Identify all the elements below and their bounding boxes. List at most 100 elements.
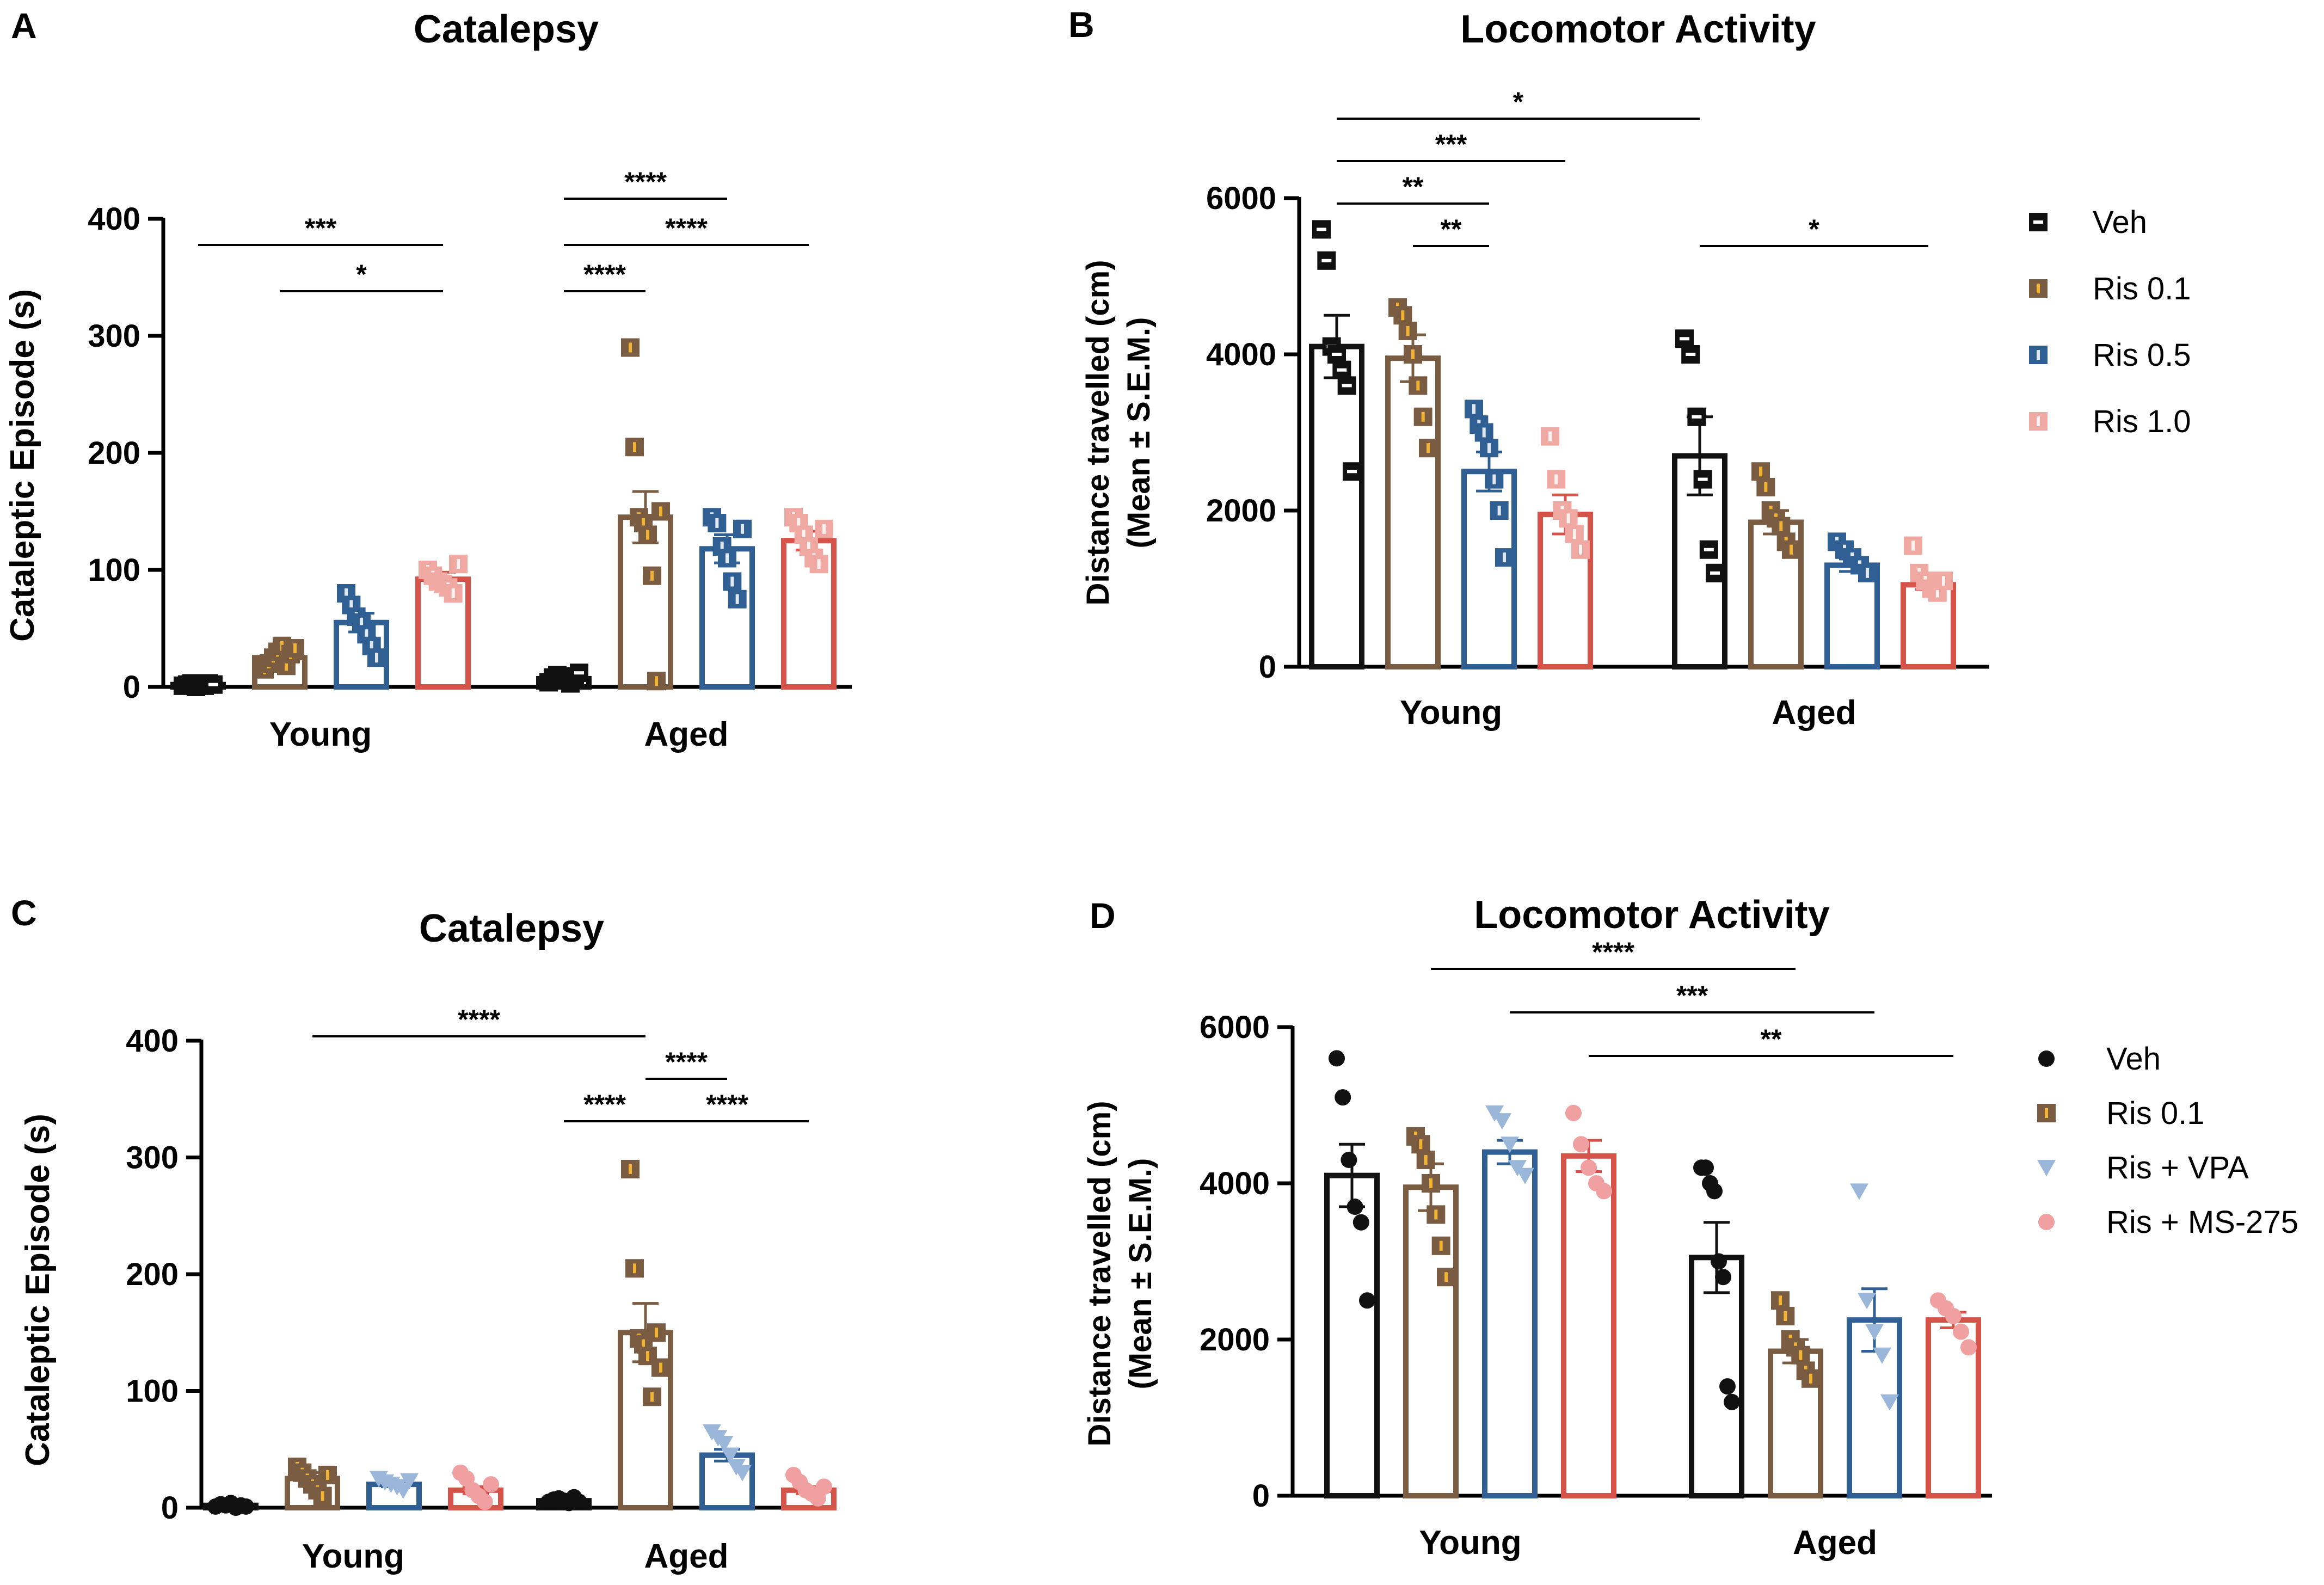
data-point	[1873, 1347, 1891, 1364]
data-point-mark	[1572, 529, 1576, 539]
bar	[1461, 469, 1517, 669]
data-point	[1427, 1205, 1446, 1224]
data-point	[1347, 1199, 1363, 1215]
data-point	[651, 1358, 670, 1377]
data-point	[1699, 540, 1718, 559]
data-point-mark	[650, 570, 654, 581]
x-category-label: Young	[269, 716, 372, 753]
data-point	[1858, 563, 1877, 582]
data-point-mark	[797, 518, 801, 528]
panel-a-title: Catalepsy	[414, 8, 599, 51]
data-point-mark	[1698, 477, 1708, 481]
data-point	[1437, 1268, 1455, 1287]
data-point	[318, 1465, 337, 1484]
data-point-mark	[1401, 310, 1405, 321]
data-point-mark	[1809, 1373, 1812, 1384]
data-point-mark	[1548, 431, 1552, 441]
data-point-mark	[655, 1328, 658, 1338]
bar	[1324, 1172, 1380, 1498]
data-point-mark	[1692, 415, 1702, 419]
data-point	[449, 555, 468, 574]
data-point-mark	[1566, 513, 1570, 524]
data-point	[1398, 321, 1417, 340]
legend-marker	[2037, 1104, 2056, 1122]
data-point	[1711, 1253, 1727, 1270]
data-point	[625, 438, 644, 457]
data-point	[816, 1478, 832, 1495]
data-point-mark	[293, 643, 297, 654]
data-point	[1495, 548, 1514, 567]
y-tick-label: 100	[126, 1374, 179, 1409]
data-point	[1393, 306, 1412, 325]
data-point	[815, 519, 833, 538]
data-point	[1934, 572, 1953, 591]
bar	[1403, 1184, 1459, 1499]
x-category-label: Young	[1419, 1524, 1521, 1562]
significance-label: ****	[665, 213, 708, 243]
data-point	[1352, 1214, 1369, 1231]
data-point	[204, 675, 223, 694]
data-point	[718, 549, 736, 568]
data-point-mark	[1317, 228, 1326, 231]
x-category-label: Young	[302, 1538, 404, 1575]
significance-label: ***	[1435, 129, 1467, 159]
data-point-mark	[1416, 380, 1420, 391]
data-point	[1681, 345, 1700, 364]
panel-c-plot: 0 100 200 300 400 Young Aged **** **** **** ****	[126, 1004, 837, 1575]
legend-marker	[2038, 1214, 2055, 1230]
data-point-mark	[1911, 540, 1915, 551]
x-category-label: Aged	[1793, 1524, 1877, 1562]
data-point	[1490, 501, 1509, 520]
data-point	[1865, 1324, 1884, 1341]
data-point	[238, 1498, 254, 1515]
data-point-mark	[1784, 1311, 1787, 1321]
y-tick-label: 2000	[1206, 493, 1276, 529]
panel-b-title: Locomotor Activity	[1460, 8, 1816, 51]
data-point-mark	[1419, 1139, 1423, 1150]
data-point	[1516, 1168, 1534, 1184]
data-point	[1706, 1183, 1723, 1200]
panel-d: D Locomotor Activity Distance travelled …	[1082, 893, 2298, 1562]
data-point-mark	[1411, 349, 1415, 359]
data-point	[728, 589, 747, 609]
data-point	[444, 584, 463, 603]
data-point-mark	[741, 524, 744, 534]
data-point-mark	[285, 661, 288, 671]
data-point	[733, 1465, 752, 1482]
data-point	[621, 338, 640, 357]
data-point	[1850, 1183, 1868, 1200]
data-point-mark	[1866, 568, 1869, 578]
data-point	[1706, 563, 1724, 582]
panel-a: A Catalepsy Cataleptic Episode (s) 0 100 2…	[4, 5, 852, 753]
x-category-label: Aged	[644, 1538, 729, 1575]
data-point	[715, 1436, 734, 1453]
data-point	[1317, 251, 1336, 270]
data-point	[1480, 439, 1498, 458]
data-point	[1880, 1394, 1899, 1411]
legend-marker	[2029, 279, 2048, 298]
panel-letter-c: C	[11, 893, 37, 933]
data-point-mark	[326, 1470, 329, 1480]
data-point-mark	[1434, 1209, 1438, 1220]
data-point	[571, 1494, 587, 1510]
legend-marker	[2038, 1050, 2055, 1067]
panel-d-title: Locomotor Activity	[1474, 893, 1829, 937]
data-point-mark	[650, 1392, 654, 1402]
data-point	[1404, 345, 1422, 364]
data-point	[1698, 1159, 1714, 1176]
data-point-mark	[629, 1164, 632, 1174]
data-point	[1327, 345, 1346, 364]
data-point-mark	[822, 524, 826, 534]
legend-label: Ris 0.1	[2106, 1096, 2205, 1131]
significance-label: ***	[1676, 980, 1708, 1011]
x-category-label: Aged	[1772, 694, 1856, 732]
data-point	[1573, 1136, 1589, 1153]
significance-label: ****	[583, 1089, 626, 1120]
data-point-mark	[1779, 521, 1783, 531]
data-point	[1904, 536, 1922, 555]
data-point-mark	[1686, 353, 1696, 356]
y-tick-label: 0	[1259, 649, 1276, 685]
panel-a-ylabel: Cataleptic Episode (s)	[4, 289, 41, 642]
data-point	[1771, 1291, 1790, 1310]
